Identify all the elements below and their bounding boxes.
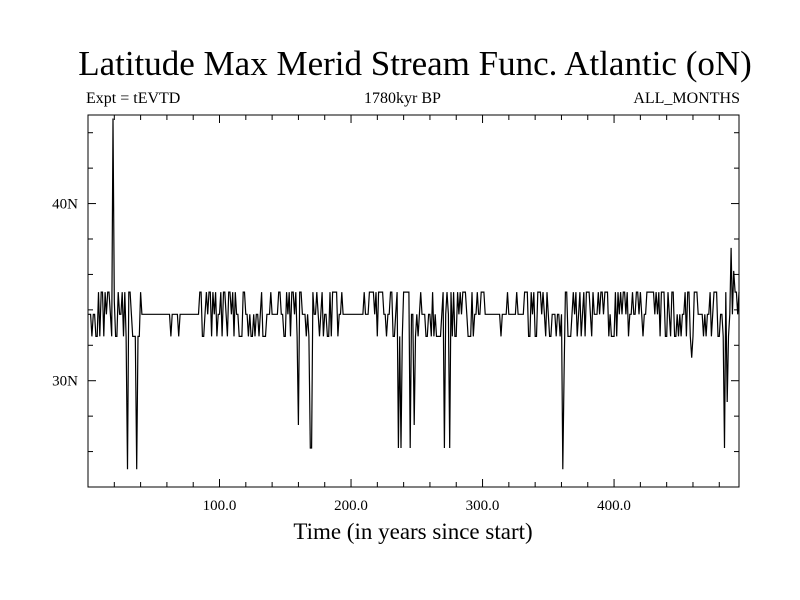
y-tick-label: 30N [52,374,78,390]
series-line [88,118,740,470]
experiment-label: Expt = tEVTD [86,90,181,107]
months-label: ALL_MONTHS [633,90,740,107]
y-tick-label: 40N [52,197,78,213]
x-tick-label: 100.0 [203,498,237,514]
x-tick-label: 400.0 [597,498,631,514]
x-tick-label: 300.0 [466,498,500,514]
chart-title: Latitude Max Merid Stream Func. Atlantic… [78,44,752,83]
x-axis-label: Time (in years since start) [293,519,533,544]
x-tick-label: 200.0 [334,498,368,514]
period-label: 1780kyr BP [364,90,441,107]
tick-labels: 100.0 200.0 300.0 400.0 30N 40N [52,197,631,514]
axis-ticks [88,115,739,487]
